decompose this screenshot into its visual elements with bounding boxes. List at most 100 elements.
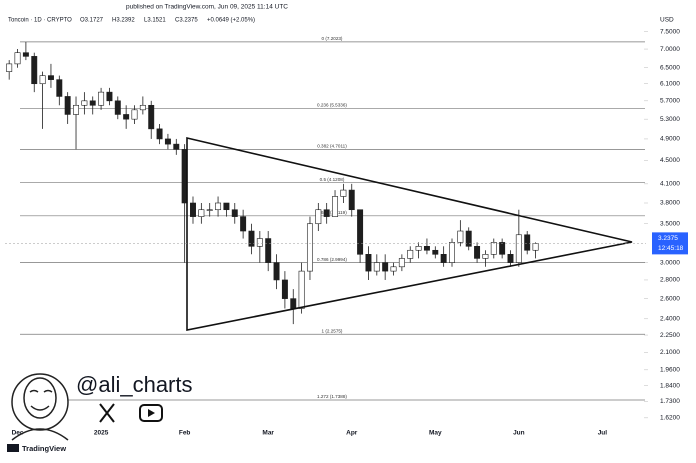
y-tick-label: 1.6200 [660,415,680,422]
candle-body [465,230,472,247]
candle-body [407,249,414,259]
y-tick-label: 2.6000 [660,295,680,302]
candle-body [440,254,447,263]
avatar-features [29,389,53,411]
candle-body [6,63,13,72]
candle-body [106,91,113,102]
candle-body [415,246,422,251]
candle-body [524,234,531,251]
candle-body [39,75,46,85]
candle-body [373,262,380,272]
candle-body [123,114,130,120]
candle-body [14,52,21,65]
youtube-icon [139,404,163,422]
candle-body [482,254,489,259]
x-tick-label: May [429,430,442,437]
overlay: 3.2375 12:45:18 [5,232,688,255]
fib-label: 0 (7.2023) [322,36,343,41]
y-tick-label: 1.7300 [660,398,680,405]
candle-body [114,100,121,115]
ohlc-low: L3.1521 [144,18,166,24]
candle-body [357,209,364,255]
candle-body [298,270,305,309]
candle-body [474,246,481,259]
candle-body [332,196,339,217]
y-tick-label: 3.8000 [660,200,680,207]
fib-label: 0.5 (4.1208) [320,177,345,182]
y-tick-label: 7.0000 [660,46,680,53]
candle-body [515,234,522,263]
candle-body [398,258,405,268]
last-price-box [652,232,688,255]
candle-body [223,202,230,211]
x-tick-label: Mar [262,430,274,437]
ohlc-open: O3.1727 [80,18,104,24]
x-tick-label: Jul [598,430,608,437]
candle-body [340,189,347,197]
candle-body [315,209,322,225]
candle-body [190,202,196,217]
candle-body [56,79,63,97]
candle-body [490,242,497,255]
x-tick-label: Jun [513,430,525,437]
candle-body [240,216,247,232]
brand-logo [7,444,19,452]
candle-body [231,209,238,217]
watermark-handle: @ali_charts [76,372,193,397]
symbol: Toncoin · 1D · CRYPTO [8,18,72,24]
y-tick-label: 2.2500 [660,332,680,339]
y-tick-label: 3.0000 [660,259,680,266]
candle-body [507,254,514,263]
candle-body [382,262,389,272]
candle-body [323,209,330,217]
candle-body [64,96,71,115]
y-tick-label: 7.5000 [660,28,680,35]
y-tick-label: 1.8400 [660,382,680,389]
ohlc-change: +0.0649 (+2.05%) [207,18,255,24]
y-tick-label: 5.3000 [660,116,680,123]
candle-body [423,246,430,251]
y-tick-label: 5.7000 [660,98,680,105]
candle-body [256,238,263,247]
y-tick-label: 4.5000 [660,157,680,164]
candle-body [89,100,96,106]
plot-area: 7.5000 7.0000 6.5000 6.1000 5.7000 5.3000 4.90… [6,28,680,437]
ohlc-close: C3.2375 [175,18,198,24]
candle-body [457,230,464,243]
candle-body [532,243,539,251]
candle-body [348,189,355,211]
candle-body [206,209,213,211]
candle-body [148,104,155,130]
currency: USD [660,17,674,24]
candle-body [22,52,29,57]
y-tick-label: 4.1000 [660,181,680,188]
fib-label: 0.786 (2.9994) [317,257,347,262]
brand: TradingView [22,444,66,453]
x-tick-label: Apr [346,430,358,437]
candle-body [432,249,439,255]
y-tick-label: 4.9000 [660,136,680,143]
triangle-pattern [186,136,633,331]
ohlc-high: H3.2392 [112,18,135,24]
candle-body [273,262,280,281]
candle-body [156,128,163,140]
candle-body [306,223,313,272]
y-tick-label: 6.1000 [660,80,680,87]
candle-body [390,266,397,272]
candle-body [73,104,79,115]
candle-body [449,242,455,263]
youtube-play [148,409,155,417]
x-tick-label: 2025 [94,430,109,437]
candle-body [31,56,38,85]
x-tick-label: Dec [12,430,24,437]
candle-body [198,209,205,217]
avatar-face [23,377,57,419]
y-tick-label: 2.1000 [660,349,680,356]
fib-label: 0.236 (5.5336) [317,103,347,108]
candle-body [281,279,288,299]
candle-body [365,254,372,272]
avatar-shoulders [11,428,69,441]
y-tick-label: 6.5000 [660,64,680,71]
